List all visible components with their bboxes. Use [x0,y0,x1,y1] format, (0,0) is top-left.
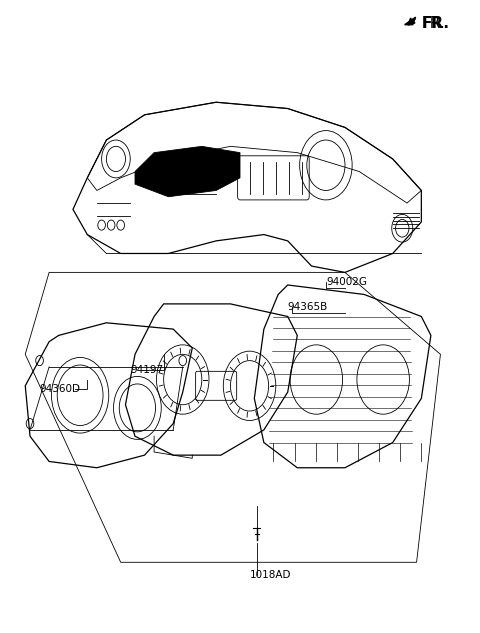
Text: 1018AD: 1018AD [250,570,291,580]
Polygon shape [135,146,240,197]
Text: 94002G: 94002G [326,277,367,287]
Text: 94360D: 94360D [39,384,81,394]
Text: 94197: 94197 [130,365,163,375]
Polygon shape [405,17,416,25]
Text: FR.: FR. [421,16,449,31]
Text: FR.: FR. [421,16,445,31]
Text: 94365B: 94365B [288,302,328,312]
